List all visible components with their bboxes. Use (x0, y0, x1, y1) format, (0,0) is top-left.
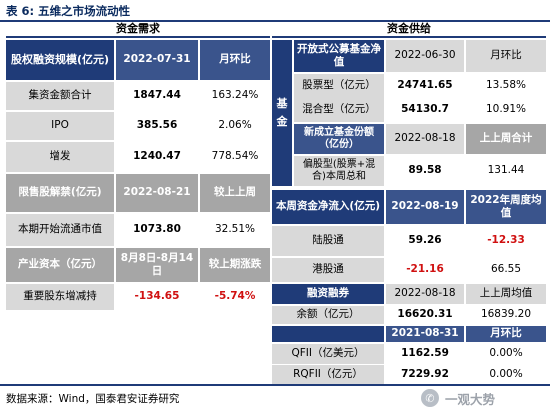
rqfii-value: 7229.92 (386, 365, 464, 384)
ipo-mom: 2.06% (200, 112, 270, 140)
supply-header: 资金供给 (272, 22, 546, 36)
qfii-mom: 0.00% (466, 344, 546, 364)
wechat-icon: ✆ (421, 389, 439, 407)
net-inflow-label: 本周资金净流入(亿元) (272, 190, 384, 224)
new-fund-shares-label: 新成立基金份额（亿份） (294, 124, 384, 154)
southbound-value: -21.16 (386, 258, 464, 282)
data-source: 数据来源：Wind，国泰君安证券研究 (6, 393, 180, 405)
lockup-expiry-compare: 较上上周 (200, 174, 270, 212)
ipo-value: 385.56 (116, 112, 198, 140)
unlock-value: 1073.80 (116, 214, 198, 246)
northbound-label: 陆股通 (272, 226, 384, 256)
southbound-avg: 66.55 (466, 258, 546, 282)
lockup-expiry-date: 2022-08-21 (116, 174, 198, 212)
margin-trading-label: 融资融券 (272, 284, 384, 304)
rqfii-mom: 0.00% (466, 365, 546, 384)
unlock-value-label: 本期开始流通市值 (6, 214, 114, 246)
secondary-offering-mom: 778.54% (200, 142, 270, 172)
qfii-header-mom: 月环比 (466, 326, 546, 342)
margin-balance-value: 16620.31 (386, 306, 464, 324)
fund-label-char-2: 金 (276, 115, 288, 128)
industry-capital-label: 产业资本（亿元） (6, 248, 114, 282)
secondary-offering-value: 1240.47 (116, 142, 198, 172)
secondary-offering-label: 增发 (6, 142, 114, 172)
raise-total-label: 集资金额合计 (6, 82, 114, 110)
open-fund-nav-label: 开放式公募基金净值 (294, 40, 384, 72)
net-inflow-weekly-avg: 2022年周度均值 (466, 190, 546, 224)
demand-header: 资金需求 (6, 22, 270, 36)
watermark: ✆ 一观大势 (421, 386, 546, 410)
unlock-value-change: 32.51% (200, 214, 270, 246)
equity-financing-mom: 月环比 (200, 40, 270, 80)
margin-trading-compare: 上上周均值 (466, 284, 546, 304)
equity-financing-label: 股权融资规模(亿元) (6, 40, 114, 80)
mixed-fund-label: 混合型（亿元） (294, 98, 384, 122)
top-rule (0, 20, 550, 22)
equity-financing-date: 2022-07-31 (116, 40, 198, 80)
industry-capital-period: 8月8日-8月14日 (116, 248, 198, 282)
equity-biased-fund-value: 89.58 (386, 156, 464, 186)
raise-total-mom: 163.24% (200, 82, 270, 110)
fund-label-char-1: 基 (276, 97, 288, 111)
margin-trading-date: 2022-08-18 (386, 284, 464, 304)
northbound-avg: -12.33 (466, 226, 546, 256)
equity-fund-label: 股票型（亿元） (294, 74, 384, 98)
new-fund-shares-compare: 上上周合计 (466, 124, 546, 154)
major-holder-value: -134.65 (116, 284, 198, 310)
mixed-fund-mom: 10.91% (466, 98, 546, 122)
margin-balance-label: 余额（亿元） (272, 306, 384, 324)
equity-fund-mom: 13.58% (466, 74, 546, 98)
equity-biased-fund-label: 偏股型(股票+混合)本周总和 (294, 156, 384, 186)
ipo-label: IPO (6, 112, 114, 140)
open-fund-nav-mom: 月环比 (466, 40, 546, 72)
net-inflow-date: 2022-08-19 (386, 190, 464, 224)
fund-group-label: 基 金 (272, 40, 292, 186)
northbound-value: 59.26 (386, 226, 464, 256)
mixed-fund-value: 54130.7 (386, 98, 464, 122)
raise-total-value: 1847.44 (116, 82, 198, 110)
major-holder-label: 重要股东增减持 (6, 284, 114, 310)
open-fund-nav-date: 2022-06-30 (386, 40, 464, 72)
qfii-value: 1162.59 (386, 344, 464, 364)
watermark-text: 一观大势 (445, 391, 496, 407)
rqfii-label: RQFII（亿元） (272, 365, 384, 384)
bottom-rule (0, 384, 550, 386)
table-title: 表 6: 五维之市场流动性 (6, 4, 131, 18)
margin-balance-avg: 16839.20 (466, 306, 546, 324)
demand-panel: 资金需求 股权融资规模(亿元) 2022-07-31 月环比 集资金额合计 18… (6, 22, 270, 284)
new-fund-shares-date: 2022-08-18 (386, 124, 464, 154)
industry-capital-compare: 较上期涨跌 (200, 248, 270, 282)
qfii-header-label (272, 326, 384, 342)
equity-biased-fund-compare: 131.44 (466, 156, 546, 186)
lockup-expiry-label: 限售股解禁(亿元) (6, 174, 114, 212)
qfii-label: QFII（亿美元） (272, 344, 384, 364)
qfii-header-date: 2021-08-31 (386, 326, 464, 342)
major-holder-change: -5.74% (200, 284, 270, 310)
equity-fund-value: 24741.65 (386, 74, 464, 98)
southbound-label: 港股通 (272, 258, 384, 282)
